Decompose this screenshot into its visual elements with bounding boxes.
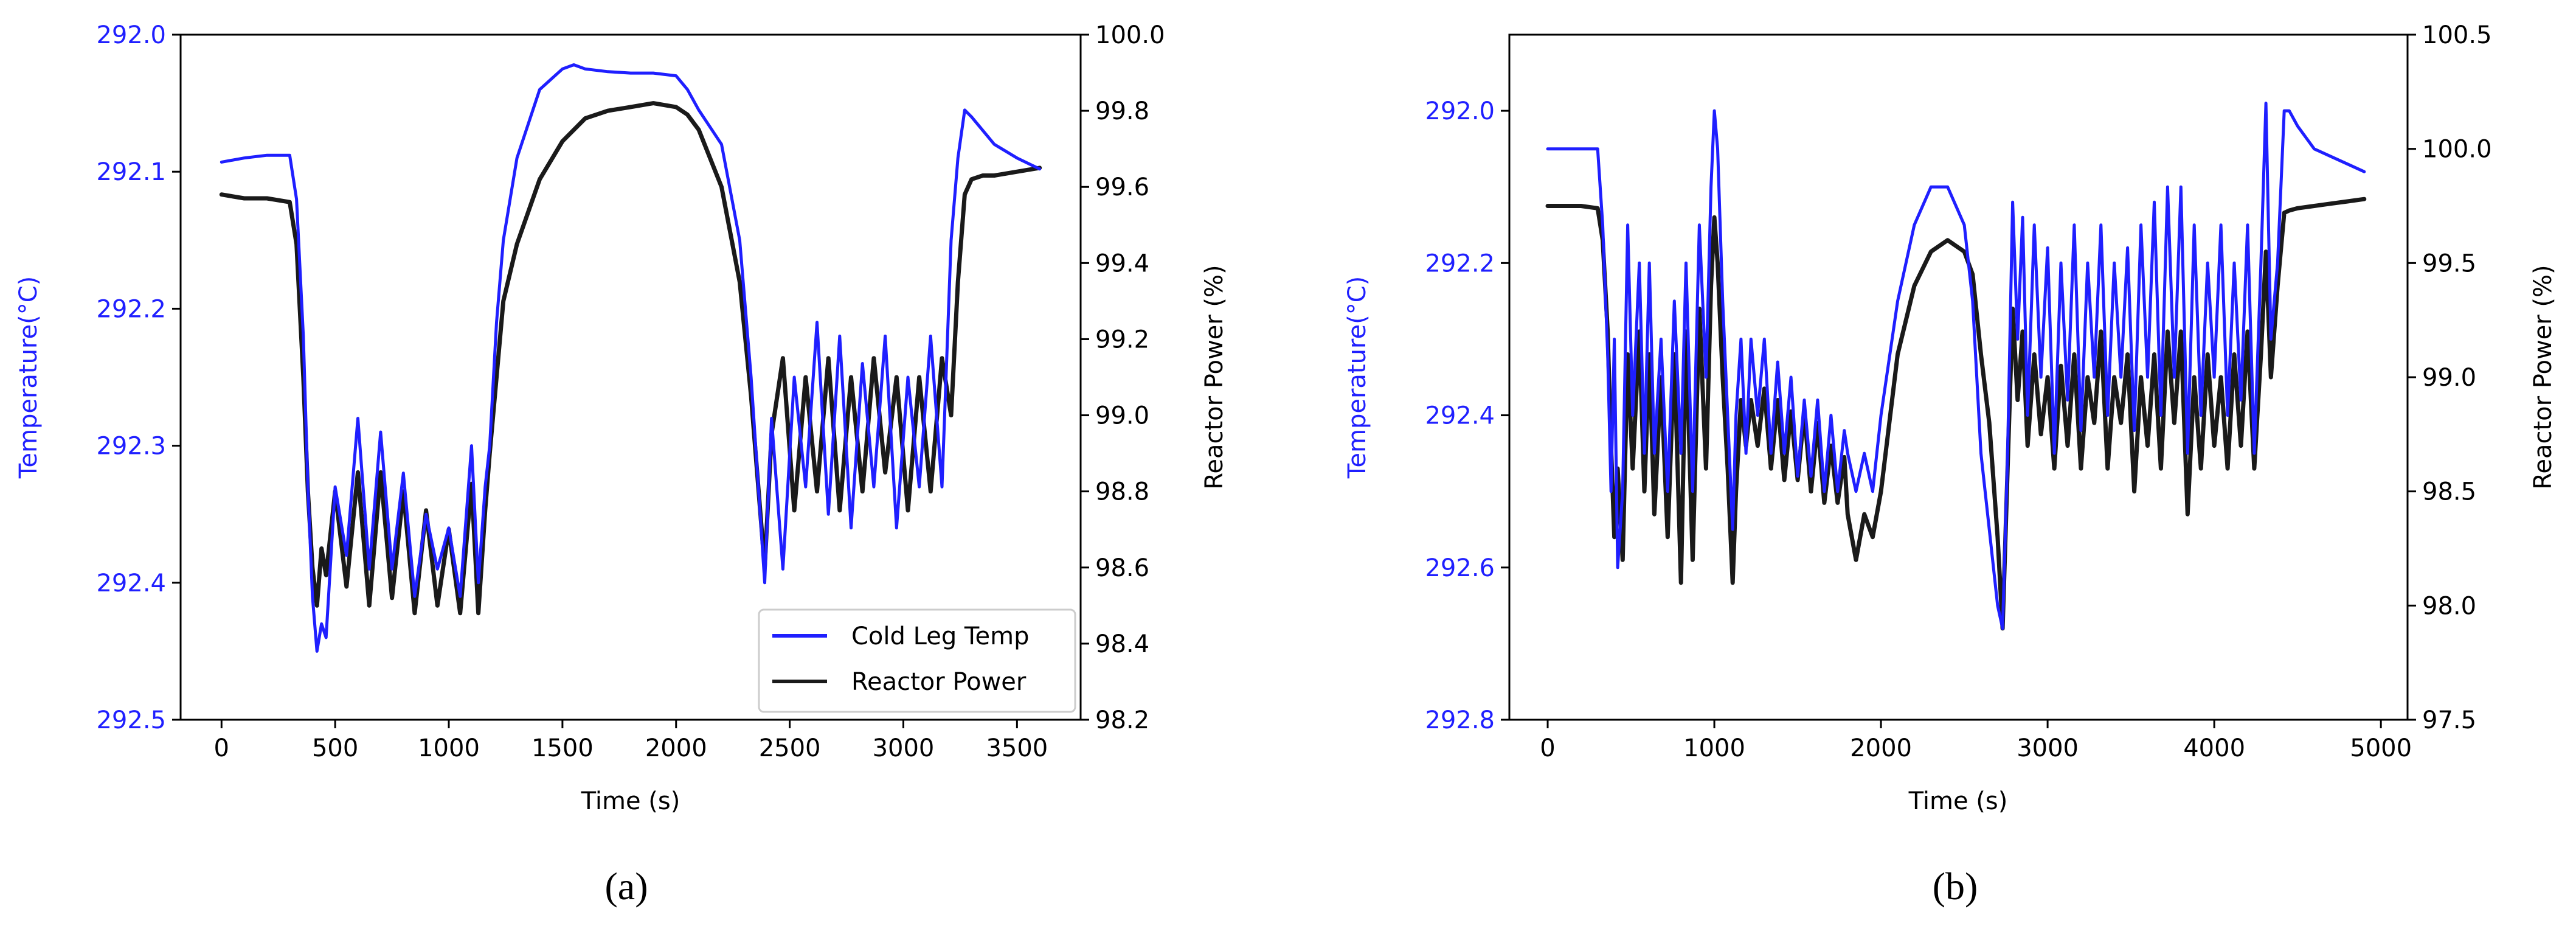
panel-b-y-right-tick-label: 100.0 (2422, 136, 2492, 164)
panel-b-right-ticks: 97.5 98.0 98.5 99.0 99.5 100.0 100.5 (2408, 21, 2492, 734)
panel-b-y-right-tick-label: 98.0 (2422, 592, 2476, 620)
panel-b-y-left-tick-label: 292.8 (1425, 706, 1495, 734)
panel-a-x-tick-label: 3000 (873, 734, 935, 762)
panel-a-y-left-tick-label: 292.3 (96, 433, 166, 461)
panel-b-x-tick-label: 2000 (1850, 734, 1912, 762)
panel-b-y-left-tick-label: 292.2 (1425, 249, 1495, 277)
panel-a-y-right-tick-label: 100.0 (1095, 21, 1165, 49)
panel-a-y-right-tick-label: 98.6 (1095, 554, 1149, 582)
panel-a-y-left-tick-label: 292.5 (96, 706, 166, 734)
panel-a-bottom-ticks: 0 500 1000 1500 2000 2500 3000 3500 (214, 720, 1048, 762)
panel-b-x-tick-label: 1000 (1683, 734, 1745, 762)
panel-b-y-right-tick-label: 100.5 (2422, 21, 2492, 49)
panel-a-x-tick-label: 1500 (531, 734, 594, 762)
panel-b-y-left-tick-label: 292.6 (1425, 554, 1495, 582)
panel-a-y-right-tick-label: 98.4 (1095, 630, 1149, 658)
panel-a-right-ticks: 98.2 98.4 98.6 98.8 99.0 99.2 99.4 99.6 99.8 100.… (1081, 21, 1165, 734)
panel-a-x-tick-label: 500 (312, 734, 358, 762)
panel-a-legend-label-cold-leg: Cold Leg Temp (851, 622, 1030, 650)
panel-a-x-tick-label: 3500 (986, 734, 1048, 762)
panel-b-y-right-label: Reactor Power (%) (2529, 265, 2557, 489)
panel-a-y-left-label: Temperature(°C) (15, 276, 43, 479)
panel-a-plot-area (179, 33, 1082, 721)
panel-a-series-group (219, 63, 1042, 653)
panel-a-y-left-tick-label: 292.2 (96, 295, 166, 323)
panel-b-left-ticks: 292.0 292.2 292.4 292.6 292.8 (1425, 97, 1509, 734)
panel-a-chart: 0 500 1000 1500 2000 2500 3000 3500 292.0292.12… (15, 21, 1228, 908)
panel-b-label: (b) (1933, 865, 1978, 908)
panel-b-y-left-tick-label: 292.4 (1425, 402, 1495, 430)
panel-b-bottom-ticks: 0 1000 2000 3000 4000 5000 (1540, 720, 2412, 762)
panel-b-x-axis-label: Time (s) (1908, 787, 2008, 815)
panel-a-y-right-tick-label: 99.0 (1095, 402, 1149, 430)
panel-b-y-right-tick-label: 97.5 (2422, 706, 2476, 734)
panel-b-series-group (1545, 102, 2367, 631)
panel-a-left-ticks: 292.0 292.1 292.2 292.3 292.4 292.5 (96, 21, 181, 734)
panel-b-y-right-tick-label: 99.5 (2422, 249, 2476, 277)
panel-a-x-axis-label: Time (s) (581, 787, 680, 815)
panel-b-y-left-label: Temperature(°C) (1343, 276, 1371, 479)
panel-a-label: (a) (604, 865, 648, 908)
panel-b-x-tick-label: 5000 (2350, 734, 2412, 762)
panel-a-series-cold-leg-temp-line (220, 63, 1042, 653)
panel-a-x-tick-label: 0 (214, 734, 229, 762)
panel-b-chart: 0 1000 2000 3000 4000 5000 292.0292.2292.4292… (1343, 21, 2557, 908)
panel-b-y-left-tick-label: 292.0 (1425, 97, 1495, 125)
panel-a-y-right-tick-label: 99.2 (1095, 325, 1149, 353)
panel-a-legend-label-reactor-power: Reactor Power (851, 668, 1027, 696)
panel-b-y-right-tick-label: 98.5 (2422, 478, 2476, 506)
panel-b-series-cold-leg-temp-line (1546, 102, 2366, 630)
panel-b-x-tick-label: 4000 (2183, 734, 2245, 762)
panel-a-y-right-tick-label: 98.2 (1095, 706, 1149, 734)
panel-a-legend-box (758, 608, 1076, 713)
panel-a-y-right-label: Reactor Power (%) (1200, 265, 1228, 489)
panel-b-y-right-tick-label: 99.0 (2422, 364, 2476, 392)
panel-b-x-tick-label: 0 (1540, 734, 1555, 762)
panel-b-x-tick-label: 3000 (2017, 734, 2079, 762)
panel-a-y-right-tick-label: 99.8 (1095, 97, 1149, 125)
panel-a-x-tick-label: 1000 (418, 734, 480, 762)
panel-a-y-right-tick-label: 98.8 (1095, 478, 1149, 506)
panel-a-y-right-tick-label: 99.6 (1095, 173, 1149, 201)
panel-a-legend: Cold Leg Temp Reactor Power (758, 608, 1076, 713)
panel-b-series-reactor-power-line (1545, 197, 2367, 631)
panel-a-y-right-tick-label: 99.4 (1095, 249, 1149, 277)
panel-a-y-left-tick-label: 292.0 (96, 21, 166, 49)
panel-a-y-left-tick-label: 292.4 (96, 569, 166, 597)
panel-a-y-left-tick-label: 292.1 (96, 158, 166, 186)
panel-a-x-tick-label: 2000 (645, 734, 707, 762)
panel-a-x-tick-label: 2500 (759, 734, 821, 762)
